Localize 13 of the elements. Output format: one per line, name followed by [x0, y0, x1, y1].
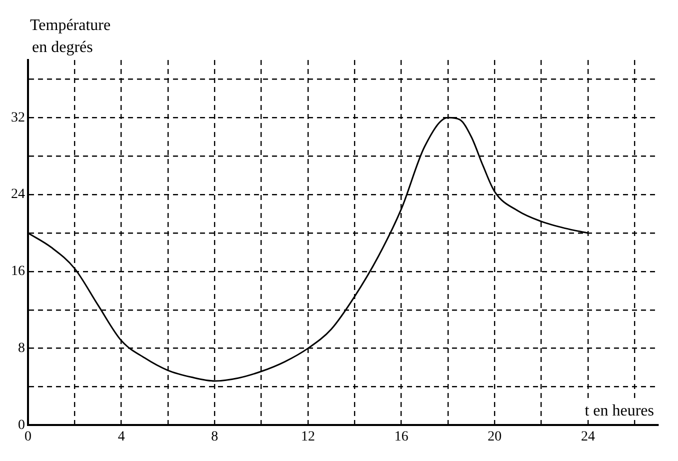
- y-tick-label: 0: [18, 418, 25, 433]
- y-tick-label: 16: [11, 264, 25, 280]
- y-tick-label: 32: [11, 110, 25, 126]
- y-tick-label: 8: [18, 340, 25, 356]
- y-tick-label: 24: [11, 187, 25, 202]
- y-axis-title: Température en degrés: [30, 17, 111, 56]
- x-tick-label: 12: [301, 429, 315, 444]
- x-axis-title: t en heures: [584, 402, 654, 420]
- x-tick-label: 20: [488, 429, 502, 444]
- x-tick-label: 16: [394, 429, 408, 444]
- x-tick-label: 24: [581, 429, 595, 444]
- x-tick-label: 4: [118, 429, 125, 444]
- x-tick-label: 8: [211, 429, 218, 444]
